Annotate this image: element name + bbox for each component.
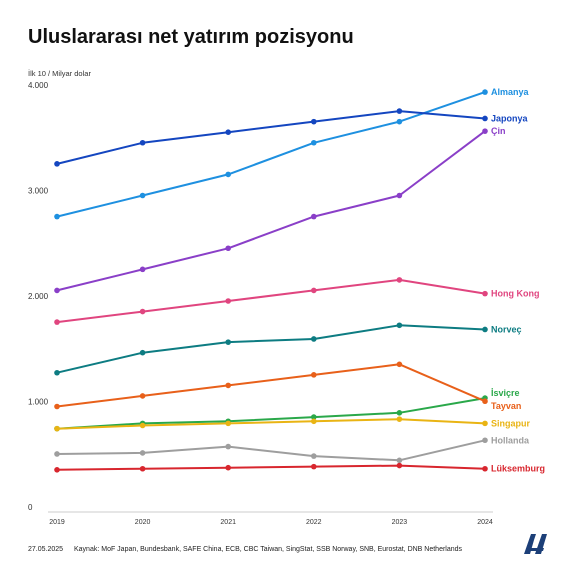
data-point (225, 443, 231, 450)
y-tick-label: 0 (28, 503, 33, 512)
y-tick-label: 4.000 (28, 81, 49, 90)
series-line (56, 439, 486, 462)
series-line (56, 363, 486, 408)
data-point (54, 467, 60, 473)
data-point (396, 277, 403, 283)
series-line (56, 464, 486, 471)
data-point (482, 128, 488, 134)
y-tick-label: 2.000 (28, 292, 49, 301)
data-point (54, 425, 60, 432)
data-point (396, 462, 403, 469)
data-point (54, 369, 60, 376)
data-point (396, 108, 403, 114)
y-axis-unit-label: İlk 10 / Milyar dolar (28, 69, 91, 78)
data-point (311, 139, 317, 146)
series-line (56, 278, 486, 324)
series-line (56, 397, 486, 430)
data-point (311, 463, 317, 470)
data-point (311, 372, 317, 378)
data-point (396, 361, 403, 368)
series-label: Norveç (491, 324, 522, 334)
series-label: Almanya (491, 87, 530, 97)
data-point (225, 129, 231, 135)
data-point (396, 457, 403, 464)
chart-title: Uluslararası net yatırım pozisyonu (28, 26, 354, 48)
data-point (225, 420, 231, 427)
data-point (54, 161, 60, 167)
series-label: Çin (491, 126, 506, 136)
data-point (225, 298, 231, 304)
data-point (54, 287, 60, 294)
data-point (139, 139, 146, 146)
aa-logo-icon (524, 534, 547, 554)
x-tick-label: 2022 (306, 519, 322, 526)
data-point (139, 308, 146, 315)
data-point (225, 339, 231, 345)
series-label: Hollanda (491, 435, 530, 445)
data-point (139, 465, 146, 472)
data-point (54, 213, 60, 220)
x-tick-label: 2024 (477, 519, 493, 526)
data-point (311, 453, 317, 459)
data-point (225, 245, 231, 252)
series-label: Singapur (491, 418, 530, 428)
series-label: Tayvan (491, 401, 521, 411)
data-point (482, 290, 488, 297)
data-point (396, 410, 403, 416)
data-point (139, 450, 146, 456)
data-point (139, 422, 146, 429)
series-label: Lüksemburg (491, 464, 545, 474)
data-point (396, 322, 403, 329)
series-line (56, 130, 486, 292)
data-point (311, 414, 317, 420)
data-point (139, 349, 146, 356)
footer-source: Kaynak: MoF Japan, Bundesbank, SAFE Chin… (74, 546, 463, 553)
data-point (139, 393, 146, 399)
data-point (139, 192, 146, 199)
data-point (311, 118, 317, 125)
series-label: Japonya (491, 113, 529, 123)
y-tick-label: 1.000 (28, 398, 49, 407)
y-tick-label: 3.000 (28, 187, 49, 196)
series-line (56, 110, 486, 165)
data-point (54, 403, 60, 410)
data-point (482, 89, 488, 95)
data-point (482, 398, 488, 405)
data-point (482, 115, 488, 122)
data-point (311, 418, 317, 425)
data-point (396, 416, 403, 422)
x-tick-label: 2021 (220, 519, 236, 526)
series-line (56, 418, 486, 430)
data-point (225, 382, 231, 389)
x-tick-label: 2020 (135, 519, 151, 526)
data-point (225, 464, 231, 471)
data-point (396, 192, 403, 199)
footer-date: 27.05.2025 (28, 546, 64, 553)
series-label: Hong Kong (491, 289, 540, 299)
data-point (225, 171, 231, 178)
data-point (311, 213, 317, 220)
data-point (54, 451, 60, 457)
data-point (482, 420, 488, 427)
data-point (311, 336, 317, 342)
data-point (482, 465, 488, 472)
data-point (396, 118, 403, 125)
x-tick-label: 2023 (392, 519, 408, 526)
data-point (54, 319, 60, 325)
series-line (56, 91, 486, 218)
data-point (482, 326, 488, 333)
series-label: İsviçre (491, 388, 520, 398)
series-line (56, 324, 486, 374)
data-point (139, 266, 146, 273)
data-point (311, 287, 317, 294)
x-tick-label: 2019 (49, 519, 65, 526)
data-point (482, 437, 488, 444)
